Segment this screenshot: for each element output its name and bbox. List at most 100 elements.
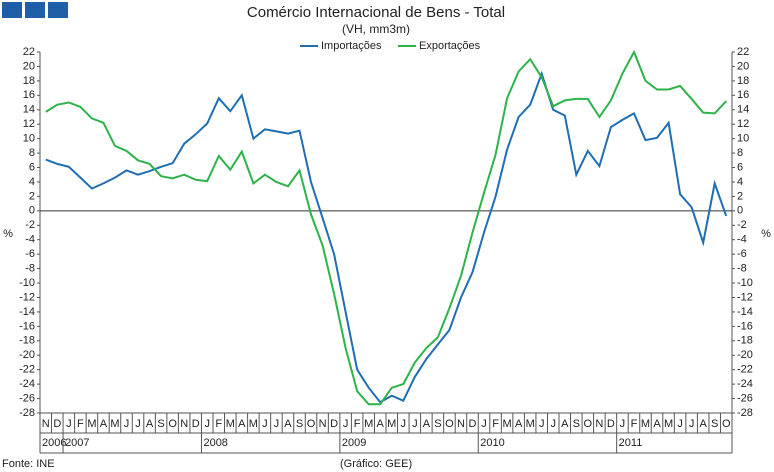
x-tick-label: M [249, 418, 258, 430]
y-tick-label: 2 [29, 190, 35, 202]
y-tick-label: -8 [25, 263, 35, 275]
x-tick-label: O [168, 418, 177, 430]
y2-tick-label: -18 [737, 335, 753, 347]
y2-tick-label: 6 [737, 161, 743, 173]
logo-block [25, 2, 45, 18]
x-tick-label: J [401, 418, 407, 430]
x-tick-label: D [192, 418, 200, 430]
y-tick-label: 8 [29, 147, 35, 159]
x-tick-label: A [653, 418, 661, 430]
y-axis-label: % [3, 228, 13, 240]
x-tick-label: A [284, 418, 292, 430]
x-tick-label: M [110, 418, 119, 430]
x-tick-label: J [481, 418, 487, 430]
series-line [45, 70, 728, 404]
x-tick-label: A [561, 418, 569, 430]
y-tick-label: -20 [19, 349, 35, 361]
x-tick-label: J [689, 418, 695, 430]
x-tick-label: N [595, 418, 603, 430]
year-label: 2009 [342, 437, 366, 449]
year-label: 2010 [480, 437, 504, 449]
y2-tick-label: 8 [737, 147, 743, 159]
y-tick-label: 16 [23, 89, 35, 101]
x-tick-label: N [319, 418, 327, 430]
x-tick-label: M [387, 418, 396, 430]
x-tick-label: S [434, 418, 441, 430]
y2-tick-label: -26 [737, 392, 753, 404]
series-line [45, 49, 727, 406]
x-tick-label: M [664, 418, 673, 430]
chart-subtitle: (VH, mm3m) [342, 22, 410, 36]
y-tick-label: -12 [19, 291, 35, 303]
x-tick-label: F [77, 418, 84, 430]
x-tick-label: F [631, 418, 638, 430]
x-tick-label: M [503, 418, 512, 430]
y2-tick-label: -22 [737, 364, 753, 376]
x-tick-label: D [330, 418, 338, 430]
x-tick-label: F [215, 418, 222, 430]
x-tick-label: J [274, 418, 280, 430]
x-tick-label: D [607, 418, 615, 430]
y-tick-label: -28 [19, 407, 35, 419]
x-tick-label: J [66, 418, 72, 430]
y-tick-label: -24 [19, 378, 35, 390]
y2-tick-label: -12 [737, 291, 753, 303]
x-tick-label: S [573, 418, 580, 430]
x-tick-label: A [423, 418, 431, 430]
x-tick-label: J [124, 418, 130, 430]
y-tick-label: 10 [23, 133, 35, 145]
y2-tick-label: 12 [737, 118, 749, 130]
x-tick-label: M [526, 418, 535, 430]
y2-tick-label: 14 [737, 104, 749, 116]
y-tick-label: 18 [23, 75, 35, 87]
y-tick-label: 20 [23, 60, 35, 72]
x-tick-label: J [620, 418, 626, 430]
x-tick-label: D [53, 418, 61, 430]
x-tick-label: A [238, 418, 246, 430]
y2-tick-label: 20 [737, 60, 749, 72]
y-tick-label: 12 [23, 118, 35, 130]
y-tick-label: -22 [19, 364, 35, 376]
y-tick-label: -6 [25, 248, 35, 260]
y-tick-label: 4 [29, 176, 35, 188]
y2-tick-label: -8 [737, 263, 747, 275]
x-tick-label: A [377, 418, 385, 430]
x-tick-label: A [100, 418, 108, 430]
x-tick-label: S [157, 418, 164, 430]
y2-tick-label: 0 [737, 205, 743, 217]
y-tick-label: 14 [23, 104, 35, 116]
y-tick-label: -26 [19, 392, 35, 404]
y2-tick-label: -10 [737, 277, 753, 289]
x-tick-label: J [550, 418, 556, 430]
x-tick-label: J [204, 418, 210, 430]
x-tick-label: F [492, 418, 499, 430]
y2-tick-label: -28 [737, 407, 753, 419]
x-tick-label: A [699, 418, 707, 430]
y2-tick-label: -16 [737, 320, 753, 332]
y-tick-label: -4 [25, 234, 35, 246]
y2-axis-label: % [761, 228, 771, 240]
legend-label: Importações [321, 40, 382, 52]
x-tick-label: N [180, 418, 188, 430]
year-label: 2006 [42, 437, 66, 449]
x-tick-label: J [677, 418, 683, 430]
x-tick-label: M [364, 418, 373, 430]
logo-block [2, 2, 22, 18]
year-label: 2011 [619, 437, 643, 449]
x-tick-label: N [457, 418, 465, 430]
y2-tick-label: -4 [737, 234, 747, 246]
x-tick-label: A [515, 418, 523, 430]
y-tick-label: -2 [25, 219, 35, 231]
y-tick-label: -16 [19, 320, 35, 332]
x-tick-label: J [343, 418, 349, 430]
y2-tick-label: 10 [737, 133, 749, 145]
x-tick-label: M [226, 418, 235, 430]
x-tick-label: S [711, 418, 718, 430]
x-tick-label: O [445, 418, 454, 430]
x-tick-label: O [584, 418, 593, 430]
y2-tick-label: -6 [737, 248, 747, 260]
y-tick-label: -18 [19, 335, 35, 347]
y2-tick-label: 22 [737, 46, 749, 58]
y2-tick-label: 18 [737, 75, 749, 87]
